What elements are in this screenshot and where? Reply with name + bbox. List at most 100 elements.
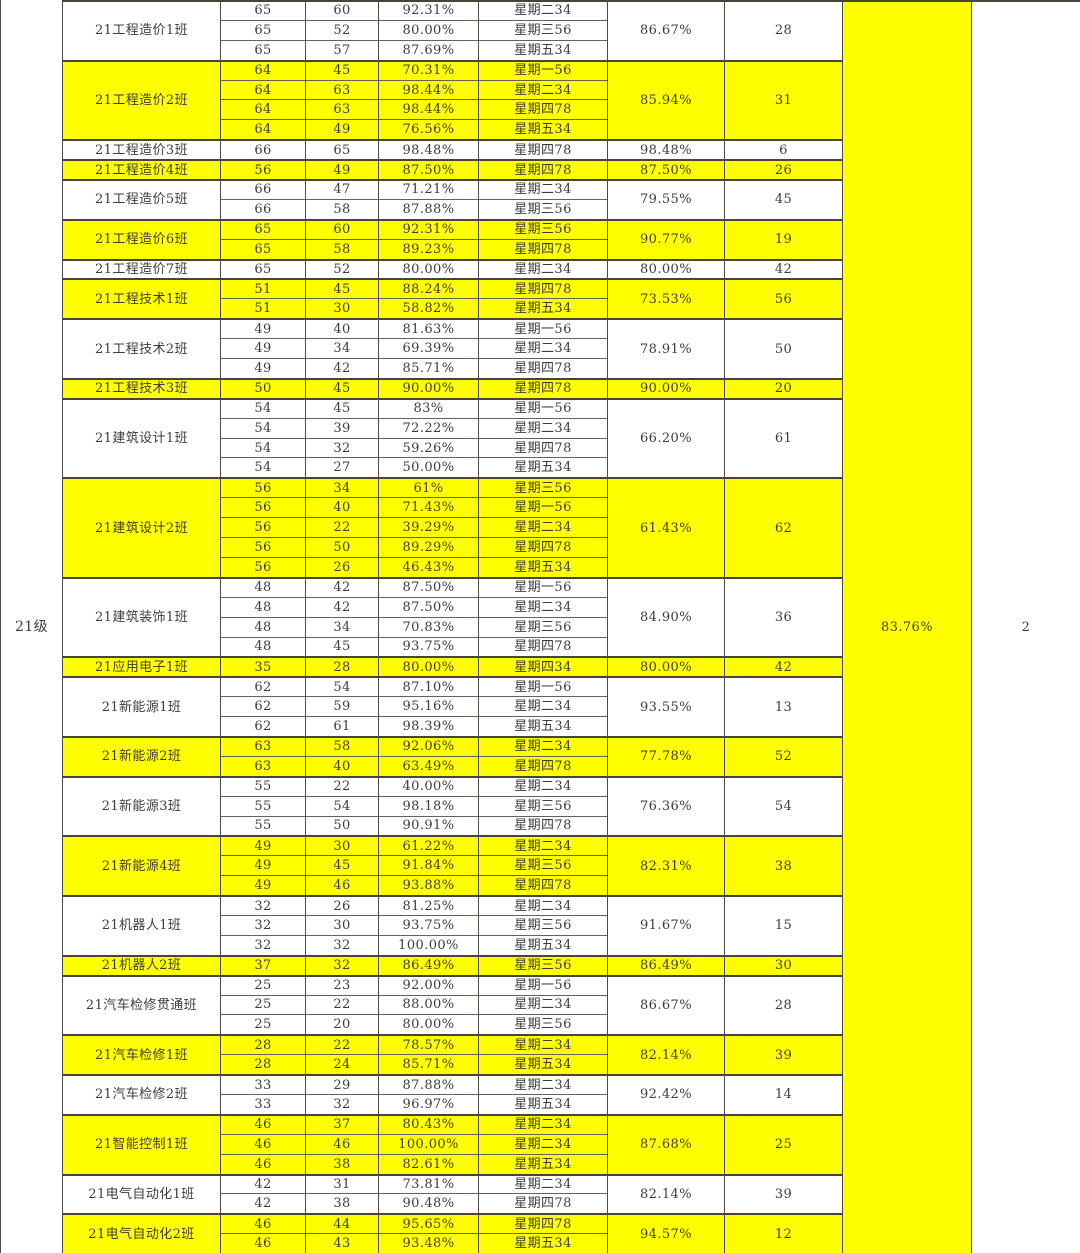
session-day-cell: 星期五34	[478, 556, 607, 577]
attended-cell: 32	[305, 934, 378, 955]
session-day-cell: 星期四78	[478, 537, 607, 557]
total-cell: 28	[220, 1054, 305, 1075]
total-cell: 65	[220, 258, 305, 279]
total-cell: 33	[220, 1093, 305, 1114]
class-average-cell: 86.67%	[607, 974, 724, 1035]
total-cell: 46	[220, 1213, 305, 1234]
total-cell: 49	[220, 358, 305, 378]
attendance-rate-cell: 93.75%	[378, 914, 478, 935]
attendance-rate-cell: 93.75%	[378, 636, 478, 657]
class-rank-cell: 61	[724, 397, 842, 478]
class-rank-cell: 62	[724, 477, 842, 577]
attendance-rate-cell: 78.57%	[378, 1034, 478, 1055]
class-name-cell: 21机器人2班	[62, 954, 220, 975]
class-average-cell: 80.00%	[607, 656, 724, 677]
class-rank-cell: 54	[724, 775, 842, 836]
attended-cell: 42	[305, 596, 378, 617]
attended-cell: 43	[305, 1233, 378, 1253]
class-name-cell: 21汽车检修贯通班	[62, 974, 220, 1035]
class-average-cell: 86.49%	[607, 954, 724, 975]
class-average-cell: 92.42%	[607, 1074, 724, 1114]
attended-cell: 60	[305, 0, 378, 20]
total-cell: 54	[220, 417, 305, 438]
attended-cell: 30	[305, 835, 378, 856]
total-cell: 63	[220, 755, 305, 776]
class-name-cell: 21智能控制1班	[62, 1113, 220, 1174]
class-rank-cell: 38	[724, 835, 842, 896]
session-day-cell: 星期一56	[478, 576, 607, 597]
grade-cell: 21级	[0, 0, 62, 1253]
total-cell: 66	[220, 179, 305, 199]
class-rank-cell: 52	[724, 735, 842, 776]
attendance-rate-cell: 58.82%	[378, 298, 478, 319]
class-rank-cell: 42	[724, 656, 842, 677]
total-cell: 28	[220, 1034, 305, 1055]
attendance-rate-cell: 98.48%	[378, 139, 478, 160]
class-name-cell: 21工程造价6班	[62, 218, 220, 259]
total-cell: 42	[220, 1193, 305, 1214]
attendance-rate-cell: 100.00%	[378, 934, 478, 955]
session-day-cell: 星期三56	[478, 914, 607, 935]
attendance-rate-cell: 81.25%	[378, 895, 478, 915]
total-cell: 49	[220, 318, 305, 339]
class-rank-cell: 19	[724, 218, 842, 259]
attendance-rate-cell: 80.00%	[378, 1014, 478, 1035]
session-day-cell: 星期一56	[478, 974, 607, 995]
attended-cell: 54	[305, 676, 378, 697]
session-day-cell: 星期四78	[478, 1193, 607, 1214]
attendance-rate-cell: 87.10%	[378, 676, 478, 697]
attended-cell: 50	[305, 537, 378, 557]
class-average-cell: 78.91%	[607, 318, 724, 378]
class-rank-cell: 50	[724, 318, 842, 378]
attended-cell: 45	[305, 59, 378, 80]
session-day-cell: 星期二34	[478, 735, 607, 756]
total-cell: 54	[220, 437, 305, 458]
session-day-cell: 星期四78	[478, 139, 607, 160]
class-name-cell: 21新能源3班	[62, 775, 220, 836]
session-day-cell: 星期三56	[478, 19, 607, 40]
attended-cell: 45	[305, 636, 378, 657]
class-average-cell: 90.77%	[607, 218, 724, 259]
attendance-rate-cell: 95.16%	[378, 696, 478, 717]
total-cell: 48	[220, 576, 305, 597]
attended-cell: 58	[305, 735, 378, 756]
total-cell: 33	[220, 1074, 305, 1094]
class-average-cell: 80.00%	[607, 258, 724, 279]
attendance-rate-cell: 71.21%	[378, 179, 478, 199]
attendance-rate-cell: 61.22%	[378, 835, 478, 856]
session-day-cell: 星期四78	[478, 358, 607, 378]
class-average-cell: 91.67%	[607, 895, 724, 955]
attended-cell: 38	[305, 1193, 378, 1214]
session-day-cell: 星期二34	[478, 417, 607, 438]
attended-cell: 54	[305, 795, 378, 816]
session-day-cell: 星期三56	[478, 795, 607, 816]
attended-cell: 57	[305, 39, 378, 60]
class-rank-cell: 39	[724, 1173, 842, 1214]
total-cell: 51	[220, 278, 305, 299]
class-average-cell: 85.94%	[607, 59, 724, 140]
total-cell: 46	[220, 1153, 305, 1174]
attendance-rate-cell: 83%	[378, 397, 478, 418]
total-cell: 32	[220, 934, 305, 955]
total-cell: 56	[220, 517, 305, 538]
total-cell: 64	[220, 59, 305, 80]
class-rank-cell: 30	[724, 954, 842, 975]
total-cell: 64	[220, 99, 305, 120]
class-rank-cell: 28	[724, 0, 842, 60]
attendance-rate-cell: 88.00%	[378, 994, 478, 1015]
total-cell: 62	[220, 716, 305, 736]
session-day-cell: 星期五34	[478, 934, 607, 955]
class-average-cell: 79.55%	[607, 179, 724, 219]
attendance-rate-cell: 87.50%	[378, 596, 478, 617]
class-average-cell: 73.53%	[607, 278, 724, 319]
total-cell: 55	[220, 815, 305, 836]
class-average-cell: 82.14%	[607, 1034, 724, 1075]
attendance-rate-cell: 90.48%	[378, 1193, 478, 1214]
class-name-cell: 21工程造价3班	[62, 139, 220, 160]
total-cell: 62	[220, 696, 305, 717]
attended-cell: 40	[305, 318, 378, 339]
attendance-rate-cell: 87.88%	[378, 1074, 478, 1094]
class-name-cell: 21建筑设计2班	[62, 477, 220, 577]
class-name-cell: 21建筑设计1班	[62, 397, 220, 478]
